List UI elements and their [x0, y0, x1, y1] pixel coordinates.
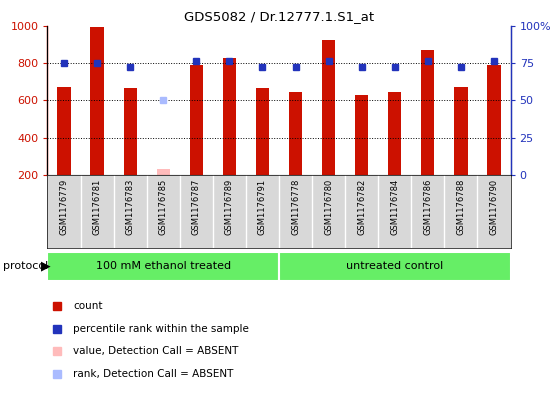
Bar [90, 28, 104, 175]
Text: GSM1176781: GSM1176781 [93, 178, 102, 235]
Text: GSM1176790: GSM1176790 [489, 178, 498, 235]
Text: GSM1176789: GSM1176789 [225, 178, 234, 235]
Bar [123, 88, 137, 175]
Bar [488, 65, 501, 175]
Text: GSM1176779: GSM1176779 [60, 178, 69, 235]
Text: count: count [73, 301, 103, 311]
Bar [388, 92, 401, 175]
Bar [57, 87, 70, 175]
Text: GSM1176783: GSM1176783 [126, 178, 134, 235]
Bar [256, 88, 269, 175]
Bar [223, 58, 236, 175]
Text: GSM1176787: GSM1176787 [192, 178, 201, 235]
Text: ▶: ▶ [41, 260, 51, 273]
Text: percentile rank within the sample: percentile rank within the sample [73, 324, 249, 334]
Text: GSM1176782: GSM1176782 [357, 178, 366, 235]
Text: value, Detection Call = ABSENT: value, Detection Call = ABSENT [73, 346, 238, 356]
Text: GSM1176780: GSM1176780 [324, 178, 333, 235]
Text: untreated control: untreated control [346, 261, 444, 271]
Text: 100 mM ethanol treated: 100 mM ethanol treated [95, 261, 231, 271]
Text: GDS5082 / Dr.12777.1.S1_at: GDS5082 / Dr.12777.1.S1_at [184, 10, 374, 23]
Bar [289, 92, 302, 175]
Text: GSM1176785: GSM1176785 [158, 178, 168, 235]
Bar [322, 40, 335, 175]
Bar [421, 50, 435, 175]
Text: GSM1176778: GSM1176778 [291, 178, 300, 235]
Bar [157, 169, 170, 175]
Bar [47, 252, 279, 281]
Text: GSM1176791: GSM1176791 [258, 178, 267, 235]
Text: GSM1176788: GSM1176788 [456, 178, 465, 235]
Bar [454, 87, 468, 175]
Text: rank, Detection Call = ABSENT: rank, Detection Call = ABSENT [73, 369, 233, 379]
Text: protocol: protocol [3, 261, 48, 271]
Bar [279, 252, 511, 281]
Text: GSM1176786: GSM1176786 [424, 178, 432, 235]
Bar [190, 65, 203, 175]
Bar [355, 95, 368, 175]
Text: GSM1176784: GSM1176784 [390, 178, 400, 235]
